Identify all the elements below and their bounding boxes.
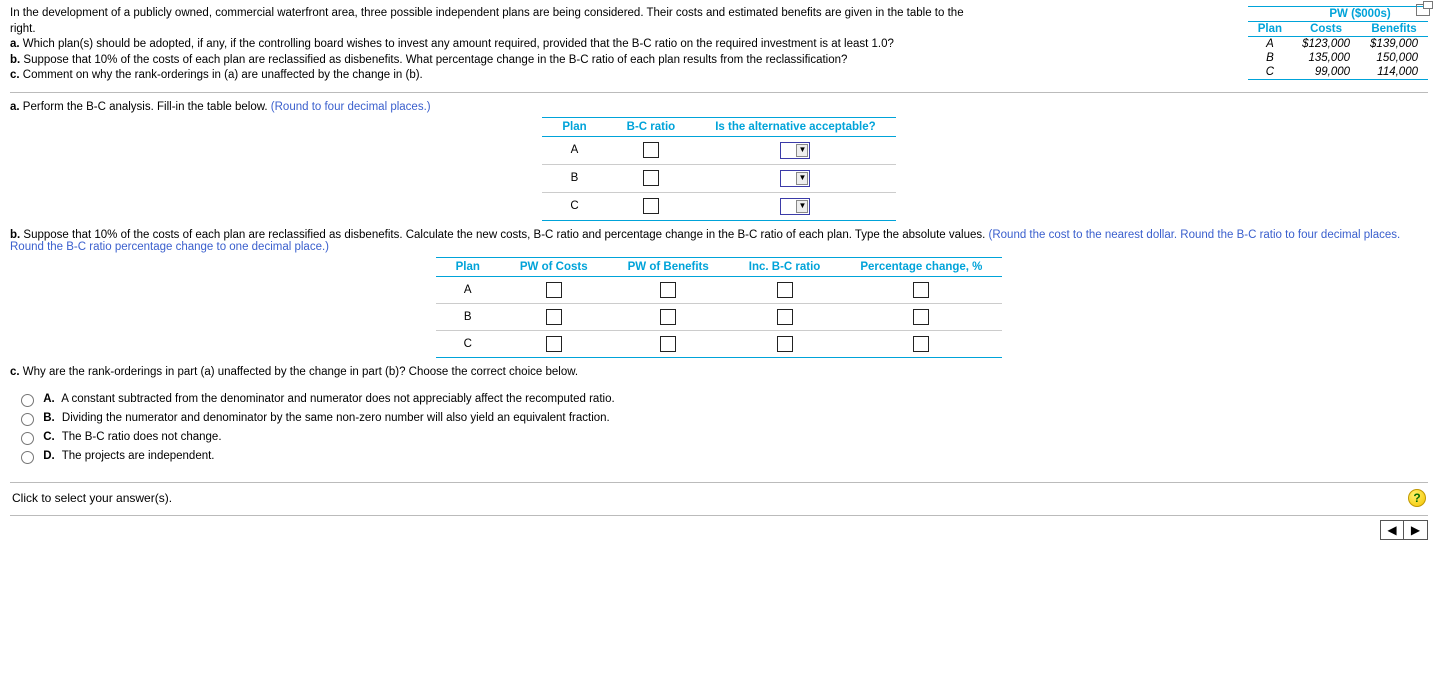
question-text-block: In the development of a publicly owned, … xyxy=(10,6,990,84)
section-b-text: Suppose that 10% of the costs of each pl… xyxy=(23,229,985,241)
option-c-letter: C. xyxy=(43,431,55,443)
section-a-text: Perform the B-C analysis. Fill-in the ta… xyxy=(23,101,268,113)
b-row-c-pwbenefits-input[interactable] xyxy=(660,336,676,352)
row-c-benefits: 114,000 xyxy=(1360,65,1428,80)
b-row-b-pwbenefits-input[interactable] xyxy=(660,309,676,325)
section-a-hint: (Round to four decimal places.) xyxy=(268,101,431,113)
b-row-a-incratio-input[interactable] xyxy=(777,282,793,298)
b-hdr-plan: Plan xyxy=(436,257,500,276)
b-row-a-pwcosts-input[interactable] xyxy=(546,282,562,298)
option-b-letter: B. xyxy=(43,412,55,424)
section-c-text: Why are the rank-orderings in part (a) u… xyxy=(23,366,578,378)
part-b-text: Suppose that 10% of the costs of each pl… xyxy=(23,54,847,66)
row-b-benefits: 150,000 xyxy=(1360,51,1428,65)
col-benefits: Benefits xyxy=(1360,22,1428,37)
option-a-text: A constant subtracted from the denominat… xyxy=(61,393,614,405)
b-hdr-incratio: Inc. B-C ratio xyxy=(729,257,841,276)
popout-icon[interactable] xyxy=(1416,4,1430,16)
question-header: In the development of a publicly owned, … xyxy=(10,6,1428,84)
blank-header xyxy=(1248,7,1292,22)
a-row-b-plan: B xyxy=(542,164,606,192)
col-costs: Costs xyxy=(1292,22,1360,37)
a-row-a-plan: A xyxy=(542,136,606,164)
option-b-row[interactable]: B. Dividing the numerator and denominato… xyxy=(16,410,1428,426)
b-row-c-pct-input[interactable] xyxy=(913,336,929,352)
row-b-costs: 135,000 xyxy=(1292,51,1360,65)
data-table-container: PW ($000s) Plan Costs Benefits A $123,00… xyxy=(1248,6,1428,84)
nav-bar: ◀ ▶ xyxy=(10,515,1428,540)
pw-header: PW ($000s) xyxy=(1292,7,1428,22)
option-d-row[interactable]: D. The projects are independent. xyxy=(16,448,1428,464)
row-a-plan: A xyxy=(1248,37,1292,52)
section-b-prefix: b. xyxy=(10,229,23,241)
help-icon[interactable]: ? xyxy=(1408,489,1426,507)
section-a-prefix: a. xyxy=(10,101,23,113)
option-b-radio[interactable] xyxy=(21,413,34,426)
option-c-text: The B-C ratio does not change. xyxy=(62,431,222,443)
b-row-b-plan: B xyxy=(436,303,500,330)
section-a-prompt: a. Perform the B-C analysis. Fill-in the… xyxy=(10,101,1428,113)
row-c-plan: C xyxy=(1248,65,1292,80)
next-button[interactable]: ▶ xyxy=(1404,520,1428,540)
intro-text: In the development of a publicly owned, … xyxy=(10,7,964,35)
row-a-costs: $123,000 xyxy=(1292,37,1360,52)
b-row-c-pwcosts-input[interactable] xyxy=(546,336,562,352)
option-a-letter: A. xyxy=(43,393,55,405)
a-row-a-ratio-input[interactable] xyxy=(643,142,659,158)
b-row-a-pwbenefits-input[interactable] xyxy=(660,282,676,298)
chevron-down-icon: ▼ xyxy=(796,172,808,185)
chevron-down-icon: ▼ xyxy=(796,144,808,157)
row-b-plan: B xyxy=(1248,51,1292,65)
section-a-table: Plan B-C ratio Is the alternative accept… xyxy=(542,117,895,221)
a-row-b-ratio-input[interactable] xyxy=(643,170,659,186)
a-row-b-acceptable-select[interactable]: ▼ xyxy=(780,170,810,187)
part-b-label: b. xyxy=(10,54,23,66)
option-c-radio[interactable] xyxy=(21,432,34,445)
a-row-a-acceptable-select[interactable]: ▼ xyxy=(780,142,810,159)
option-c-row[interactable]: C. The B-C ratio does not change. xyxy=(16,429,1428,445)
select-answer-prompt: Click to select your answer(s). xyxy=(12,491,172,505)
b-row-a-plan: A xyxy=(436,276,500,303)
option-d-text: The projects are independent. xyxy=(62,450,215,462)
b-hdr-pwbenefits: PW of Benefits xyxy=(608,257,729,276)
part-a-label: a. xyxy=(10,38,23,50)
b-row-b-incratio-input[interactable] xyxy=(777,309,793,325)
row-a-benefits: $139,000 xyxy=(1360,37,1428,52)
part-c-label: c. xyxy=(10,69,23,81)
prev-button[interactable]: ◀ xyxy=(1380,520,1404,540)
b-row-b-pct-input[interactable] xyxy=(913,309,929,325)
b-row-c-incratio-input[interactable] xyxy=(777,336,793,352)
pw-data-table: PW ($000s) Plan Costs Benefits A $123,00… xyxy=(1248,6,1428,80)
section-c-prompt: c. Why are the rank-orderings in part (a… xyxy=(10,366,1428,378)
a-hdr-acceptable: Is the alternative acceptable? xyxy=(695,117,895,136)
part-a-text: Which plan(s) should be adopted, if any,… xyxy=(23,38,894,50)
part-c-text: Comment on why the rank-orderings in (a)… xyxy=(23,69,423,81)
option-b-text: Dividing the numerator and denominator b… xyxy=(62,412,610,424)
a-hdr-ratio: B-C ratio xyxy=(607,117,696,136)
row-c-costs: 99,000 xyxy=(1292,65,1360,80)
col-plan: Plan xyxy=(1248,22,1292,37)
a-row-c-ratio-input[interactable] xyxy=(643,198,659,214)
section-b-prompt: b. Suppose that 10% of the costs of each… xyxy=(10,229,1428,253)
b-hdr-pwcosts: PW of Costs xyxy=(500,257,608,276)
option-d-letter: D. xyxy=(43,450,55,462)
option-a-row[interactable]: A. A constant subtracted from the denomi… xyxy=(16,391,1428,407)
footer-bar: Click to select your answer(s). ? xyxy=(10,482,1428,509)
section-c-prefix: c. xyxy=(10,366,23,378)
a-hdr-plan: Plan xyxy=(542,117,606,136)
a-row-c-plan: C xyxy=(542,192,606,220)
divider-1 xyxy=(10,92,1428,93)
chevron-down-icon: ▼ xyxy=(796,200,808,213)
b-row-c-plan: C xyxy=(436,330,500,357)
option-d-radio[interactable] xyxy=(21,451,34,464)
b-row-b-pwcosts-input[interactable] xyxy=(546,309,562,325)
section-b-table: Plan PW of Costs PW of Benefits Inc. B-C… xyxy=(436,257,1003,358)
b-row-a-pct-input[interactable] xyxy=(913,282,929,298)
option-a-radio[interactable] xyxy=(21,394,34,407)
a-row-c-acceptable-select[interactable]: ▼ xyxy=(780,198,810,215)
b-hdr-pct: Percentage change, % xyxy=(840,257,1002,276)
